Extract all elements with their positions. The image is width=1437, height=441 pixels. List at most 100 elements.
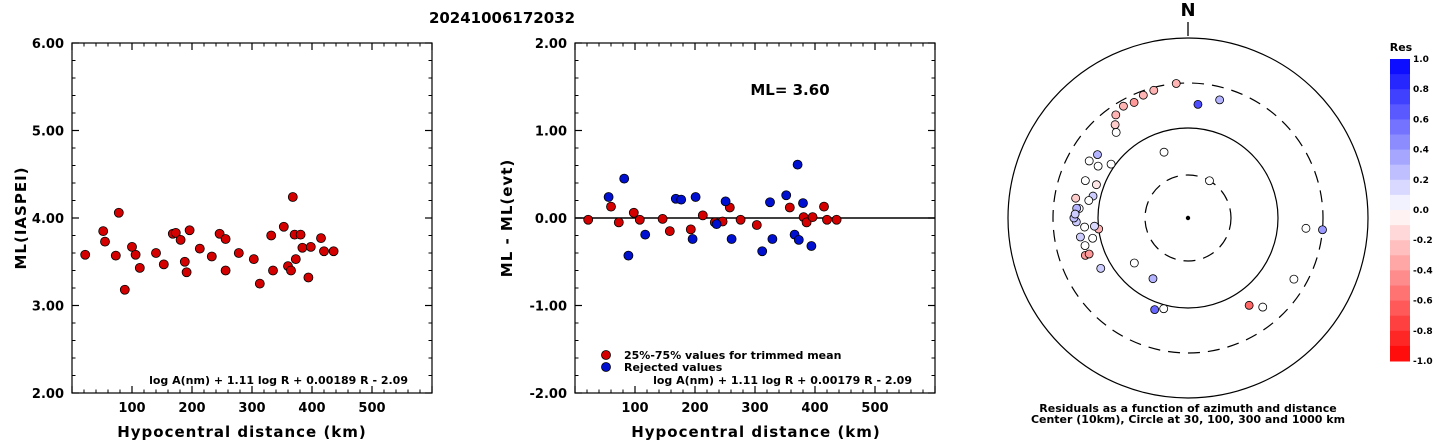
- y-tick-label: 5.00: [32, 125, 64, 140]
- x-tick-label: 300: [238, 401, 265, 416]
- legend-marker-rejected: [601, 362, 611, 372]
- station-residual-point: [1159, 304, 1169, 314]
- data-point: [98, 226, 109, 237]
- station-residual-point: [1080, 222, 1090, 232]
- data-point: [100, 236, 110, 247]
- data-point: [80, 249, 91, 260]
- x-tick-label: 400: [298, 401, 325, 416]
- y-tick-label: 6.00: [32, 37, 64, 52]
- colorbar-tick-label: 0.6: [1413, 115, 1429, 125]
- station-residual-point: [1119, 101, 1128, 111]
- panel1-formula: log A(nm) + 1.11 log R + 0.00189 R - 2.0…: [149, 374, 408, 387]
- x-tick-label: 200: [681, 401, 708, 416]
- data-point: [248, 254, 259, 265]
- colorbar-tick-label: 0.8: [1413, 85, 1429, 95]
- data-point: [179, 256, 190, 267]
- data-point: [290, 254, 301, 265]
- center-point: [1185, 215, 1191, 221]
- trimmed-point: [634, 214, 645, 225]
- colorbar-title: Res: [1390, 41, 1413, 54]
- x-tick-label: 400: [801, 401, 828, 416]
- station-residual-point: [1088, 233, 1098, 243]
- station-residual-point: [1171, 79, 1181, 88]
- trimmed-point: [807, 212, 818, 223]
- polar-residual-panel: N Residuals as a function of azimuth and…: [1007, 0, 1369, 426]
- station-residual-point: [1092, 180, 1101, 190]
- colorbar-cell: [1390, 315, 1410, 332]
- station-residual-point: [1193, 99, 1203, 109]
- colorbar-tick-label: -0.4: [1413, 266, 1433, 276]
- colorbar-cell: [1390, 89, 1410, 105]
- station-residual-point: [1258, 302, 1268, 312]
- data-point: [130, 249, 141, 260]
- data-point: [233, 248, 244, 258]
- rejected-point: [690, 192, 701, 202]
- colorbar-cell: [1390, 240, 1410, 256]
- rejected-point: [676, 194, 687, 205]
- colorbar-cell: [1390, 179, 1410, 196]
- colorbar-cell: [1390, 330, 1410, 347]
- data-point: [220, 234, 231, 244]
- station-residual-point: [1084, 196, 1094, 205]
- polar-caption-line2: Center (10km), Circle at 30, 100, 300 an…: [1031, 413, 1345, 426]
- station-residual-point: [1070, 209, 1080, 219]
- panel1-xlabel: Hypocentral distance (km): [117, 423, 367, 441]
- x-tick-label: 100: [118, 401, 145, 416]
- x-tick-label: 500: [358, 401, 385, 416]
- trimmed-point: [606, 201, 616, 212]
- data-point: [181, 267, 192, 278]
- colorbar-tick-label: 0.2: [1413, 176, 1429, 186]
- figure-title: 20241006172032: [429, 9, 575, 27]
- legend-marker-trimmed: [601, 350, 611, 360]
- station-residual-point: [1110, 120, 1120, 130]
- station-residual-point: [1129, 98, 1139, 107]
- station-residual-point: [1080, 176, 1090, 186]
- station-residual-point: [1289, 274, 1299, 284]
- rejected-point: [720, 196, 731, 207]
- colorbar-tick-label: -0.8: [1413, 327, 1433, 337]
- station-residual-point: [1080, 241, 1090, 250]
- legend-label-trimmed: 25%-75% values for trimmed mean: [624, 349, 841, 362]
- y-tick-label: 2.00: [32, 387, 64, 402]
- data-point: [134, 262, 145, 273]
- data-point: [127, 241, 137, 252]
- data-point: [295, 229, 306, 240]
- trimmed-point: [697, 210, 708, 221]
- rejected-point: [798, 198, 808, 209]
- station-residual-point: [1149, 85, 1159, 95]
- station-residual-point: [1215, 95, 1225, 105]
- station-residual-point: [1090, 221, 1099, 231]
- y-tick-label: 3.00: [32, 300, 64, 315]
- x-tick-label: 500: [861, 401, 888, 416]
- panel2-xlabel: Hypocentral distance (km): [631, 423, 881, 441]
- colorbar-tick-label: 0.0: [1413, 206, 1429, 216]
- data-point: [328, 246, 339, 257]
- colorbar-tick-label: 0.4: [1413, 146, 1429, 156]
- station-residual-point: [1159, 147, 1169, 157]
- data-point: [316, 233, 326, 244]
- panel1-ylabel: ML(IASPEI): [12, 166, 30, 269]
- station-residual-point: [1111, 110, 1121, 120]
- colorbar-cell: [1390, 300, 1410, 317]
- data-point: [194, 243, 205, 254]
- rejected-point: [781, 190, 792, 201]
- panel2-formula: log A(nm) + 1.11 log R + 0.00179 R - 2.0…: [653, 374, 912, 387]
- colorbar-cell: [1390, 134, 1410, 151]
- data-point: [184, 225, 195, 236]
- trimmed-point: [751, 220, 762, 230]
- rejected-point: [619, 173, 630, 184]
- polar-caption-line1: Residuals as a function of azimuth and d…: [1039, 402, 1336, 415]
- station-residual-point: [1244, 300, 1254, 310]
- rejected-point: [757, 246, 768, 257]
- trimmed-point: [819, 201, 829, 212]
- y-tick-label: 1.00: [535, 125, 567, 140]
- trimmed-point: [628, 207, 639, 218]
- station-residual-point: [1205, 176, 1214, 186]
- x-tick-label: 200: [178, 401, 205, 416]
- data-point: [305, 241, 316, 252]
- trimmed-point: [735, 214, 746, 225]
- y-tick-label: -1.00: [530, 300, 567, 315]
- colorbar-cell: [1390, 119, 1410, 135]
- trimmed-point: [831, 214, 842, 225]
